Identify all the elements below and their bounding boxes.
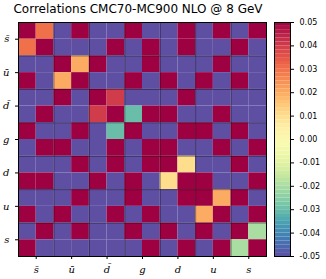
svg-text:s̄: s̄	[34, 264, 40, 275]
svg-text:d̄: d̄	[104, 263, 112, 274]
svg-text:-0.02: -0.02	[300, 182, 321, 191]
svg-text:-0.05: -0.05	[300, 252, 321, 261]
svg-text:ū: ū	[68, 264, 74, 275]
svg-text:0.03: 0.03	[300, 65, 318, 74]
svg-text:0.04: 0.04	[300, 41, 318, 50]
svg-text:s̄: s̄	[4, 33, 10, 44]
svg-text:-0.03: -0.03	[300, 205, 321, 214]
svg-text:g: g	[139, 264, 145, 275]
svg-text:d̄: d̄	[3, 100, 11, 111]
svg-text:0.00: 0.00	[300, 135, 318, 144]
svg-text:g: g	[3, 134, 9, 145]
svg-text:s: s	[246, 264, 251, 275]
html-text:Correlations CMC70-MC900 NLO @: Correlations CMC70-MC900 NLO @ 8 GeV	[13, 2, 263, 16]
svg-text:-0.01: -0.01	[300, 158, 321, 167]
svg-text:u: u	[3, 201, 9, 212]
svg-text:d: d	[175, 264, 181, 275]
svg-text:-0.04: -0.04	[300, 229, 321, 238]
svg-text:u: u	[210, 264, 216, 275]
svg-text:ū: ū	[3, 67, 9, 78]
svg-text:0.02: 0.02	[300, 88, 318, 97]
svg-text:s: s	[4, 234, 9, 245]
svg-text:0.01: 0.01	[300, 112, 318, 121]
svg-text:d: d	[3, 167, 9, 178]
svg-text:0.05: 0.05	[300, 18, 318, 27]
